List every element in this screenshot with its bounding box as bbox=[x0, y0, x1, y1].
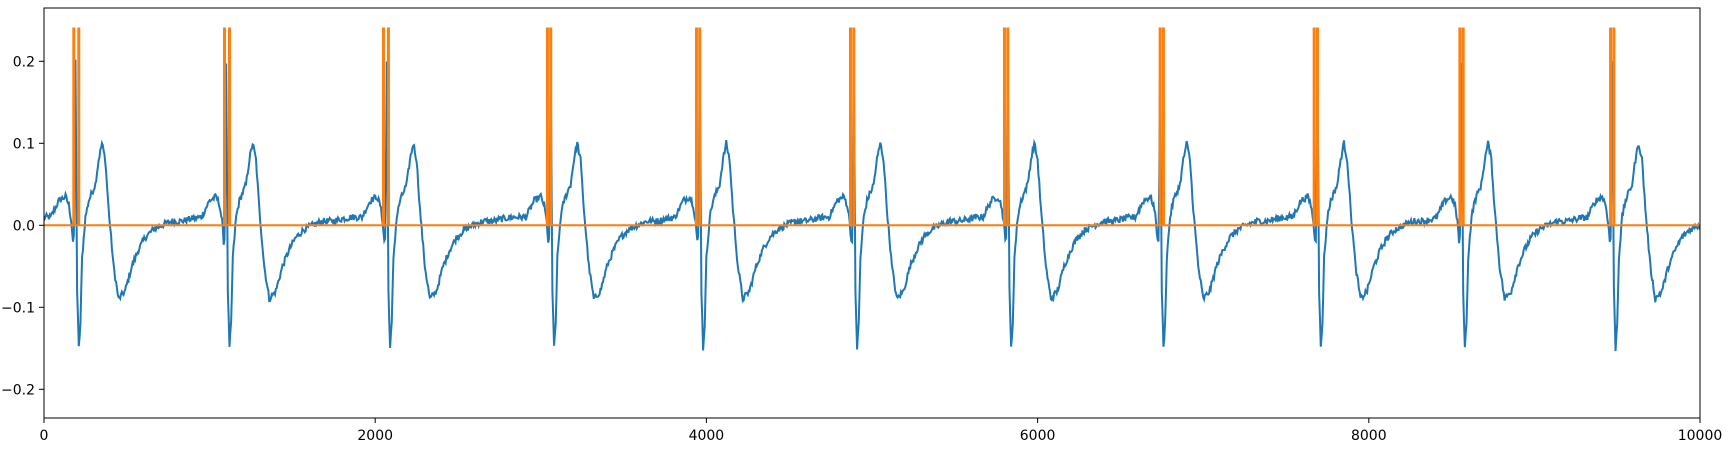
y-tick-label: 0.2 bbox=[13, 54, 35, 70]
series-blue-path bbox=[44, 58, 1700, 352]
y-tick-label: −0.2 bbox=[1, 382, 35, 398]
x-tick-label: 2000 bbox=[357, 428, 393, 444]
x-axis: 0 2000 4000 6000 8000 10000 bbox=[40, 418, 1723, 444]
x-tick-label: 4000 bbox=[689, 428, 725, 444]
x-tick-label: 6000 bbox=[1020, 428, 1056, 444]
y-tick-label: 0.1 bbox=[13, 136, 35, 152]
x-tick-label: 8000 bbox=[1351, 428, 1387, 444]
axes-frame bbox=[43, 7, 1701, 419]
series-orange-path bbox=[44, 27, 1700, 227]
axes-frame-rect bbox=[43, 7, 1701, 419]
y-axis: −0.2 −0.1 0.0 0.1 0.2 bbox=[1, 54, 44, 398]
y-tick-label: −0.1 bbox=[1, 300, 35, 316]
y-tick-label: 0.0 bbox=[13, 218, 35, 234]
x-tick-label: 10000 bbox=[1678, 428, 1723, 444]
x-tick-label: 0 bbox=[40, 428, 49, 444]
series-blue-line bbox=[44, 58, 1700, 352]
series-orange-line bbox=[44, 27, 1700, 227]
